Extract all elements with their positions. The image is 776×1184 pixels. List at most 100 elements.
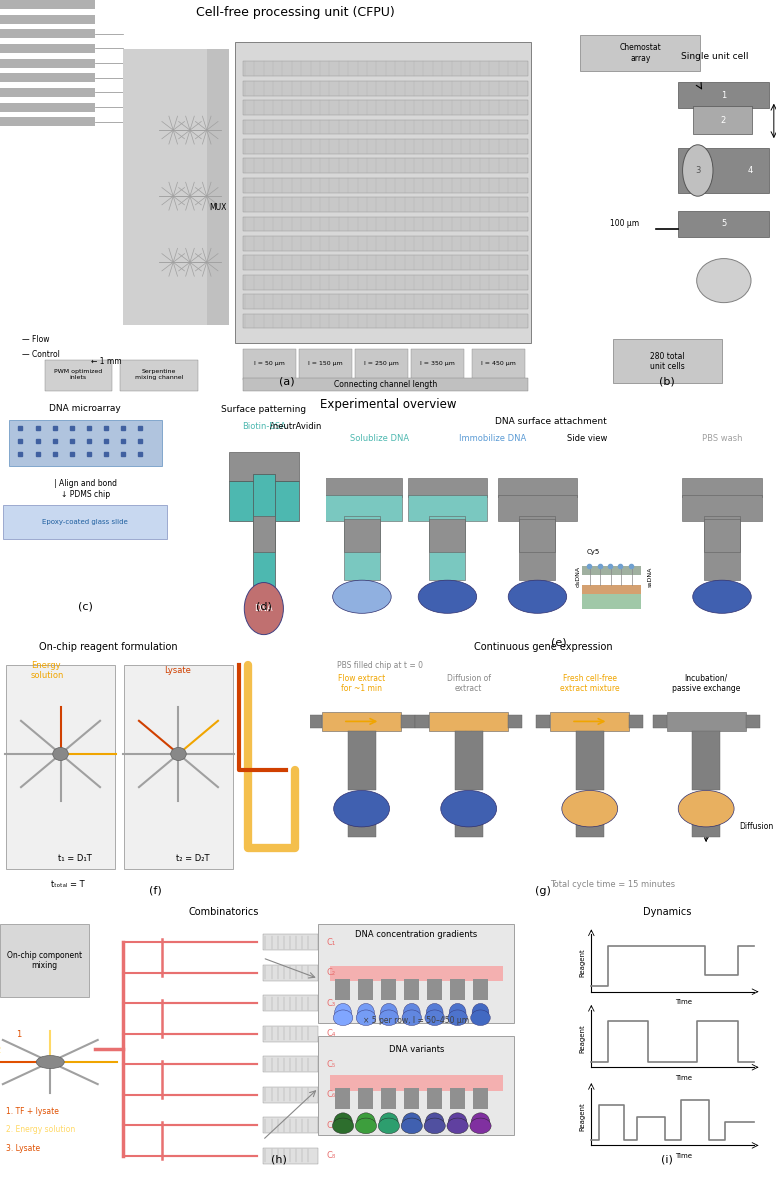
- FancyBboxPatch shape: [583, 585, 641, 594]
- Ellipse shape: [244, 583, 283, 635]
- FancyBboxPatch shape: [682, 495, 761, 521]
- Ellipse shape: [402, 1010, 421, 1025]
- Text: DNA surface attachment: DNA surface attachment: [495, 417, 607, 426]
- Text: Connecting channel length: Connecting channel length: [334, 380, 437, 390]
- Ellipse shape: [333, 580, 391, 613]
- Text: MUX: MUX: [210, 202, 227, 212]
- FancyBboxPatch shape: [0, 103, 95, 111]
- Text: Total cycle time = 15 minutes: Total cycle time = 15 minutes: [550, 880, 676, 889]
- Text: 1. TF + lysate: 1. TF + lysate: [5, 1107, 58, 1117]
- Text: Side view: Side view: [566, 433, 607, 443]
- FancyBboxPatch shape: [262, 1056, 318, 1072]
- Text: DNA: DNA: [255, 604, 273, 613]
- Text: (f): (f): [149, 886, 161, 896]
- Ellipse shape: [471, 1010, 490, 1025]
- Text: Flow extract
for ~1 min: Flow extract for ~1 min: [338, 674, 385, 694]
- Text: Incubation/
passive exchange: Incubation/ passive exchange: [672, 674, 740, 694]
- FancyBboxPatch shape: [401, 715, 415, 728]
- Text: (b): (b): [660, 377, 675, 387]
- FancyBboxPatch shape: [234, 43, 531, 343]
- FancyBboxPatch shape: [415, 715, 429, 728]
- Circle shape: [683, 144, 713, 197]
- Text: l = 150 μm: l = 150 μm: [308, 361, 343, 366]
- Ellipse shape: [697, 258, 751, 303]
- FancyBboxPatch shape: [692, 804, 720, 837]
- Text: Cell-free processing unit (CFPU): Cell-free processing unit (CFPU): [196, 6, 394, 19]
- Ellipse shape: [355, 1118, 376, 1134]
- Ellipse shape: [334, 1113, 352, 1131]
- Text: Solublize DNA: Solublize DNA: [351, 433, 410, 443]
- FancyBboxPatch shape: [381, 979, 396, 999]
- FancyBboxPatch shape: [0, 14, 95, 24]
- Text: l = 250 μm: l = 250 μm: [364, 361, 399, 366]
- Text: PWM optimized
inlets: PWM optimized inlets: [54, 368, 102, 380]
- Text: Reagent: Reagent: [580, 1102, 586, 1131]
- FancyBboxPatch shape: [629, 715, 643, 728]
- Text: (h): (h): [272, 1154, 287, 1165]
- Text: Cy5: Cy5: [587, 548, 601, 555]
- FancyBboxPatch shape: [243, 81, 528, 96]
- FancyBboxPatch shape: [348, 804, 376, 837]
- FancyBboxPatch shape: [450, 979, 465, 999]
- Text: Biotin-BSA: Biotin-BSA: [242, 422, 286, 431]
- Text: (g): (g): [535, 886, 551, 896]
- Text: C₄: C₄: [327, 1029, 336, 1038]
- FancyBboxPatch shape: [427, 1088, 442, 1109]
- FancyBboxPatch shape: [455, 731, 483, 791]
- FancyBboxPatch shape: [667, 713, 746, 731]
- Text: C₂: C₂: [327, 969, 336, 977]
- Text: PBS filled chip at t = 0: PBS filled chip at t = 0: [338, 661, 423, 670]
- Text: t₂ = D₂T: t₂ = D₂T: [175, 854, 210, 863]
- FancyBboxPatch shape: [694, 107, 752, 134]
- Text: C₆: C₆: [327, 1090, 336, 1099]
- FancyBboxPatch shape: [0, 88, 95, 97]
- Text: C₇: C₇: [327, 1121, 336, 1130]
- FancyBboxPatch shape: [9, 419, 162, 466]
- FancyBboxPatch shape: [429, 713, 508, 731]
- Ellipse shape: [334, 791, 390, 826]
- Text: DNA variants: DNA variants: [389, 1044, 444, 1054]
- FancyBboxPatch shape: [262, 1118, 318, 1133]
- Ellipse shape: [333, 1010, 353, 1025]
- Text: ssDNA: ssDNA: [647, 566, 653, 587]
- Text: Lysate: Lysate: [165, 667, 192, 675]
- Ellipse shape: [678, 791, 734, 826]
- Ellipse shape: [508, 580, 566, 613]
- Ellipse shape: [448, 1010, 467, 1025]
- FancyBboxPatch shape: [262, 965, 318, 980]
- FancyBboxPatch shape: [262, 934, 318, 950]
- Text: Chemostat
array: Chemostat array: [619, 44, 661, 63]
- FancyBboxPatch shape: [243, 139, 528, 154]
- Text: Continuous gene expression: Continuous gene expression: [474, 642, 612, 652]
- Text: 1: 1: [16, 1030, 21, 1038]
- FancyBboxPatch shape: [262, 1148, 318, 1164]
- FancyBboxPatch shape: [243, 314, 528, 328]
- FancyBboxPatch shape: [344, 519, 380, 552]
- FancyBboxPatch shape: [243, 198, 528, 212]
- Ellipse shape: [404, 1004, 420, 1022]
- Ellipse shape: [562, 791, 618, 826]
- Ellipse shape: [357, 1113, 375, 1131]
- FancyBboxPatch shape: [0, 30, 95, 38]
- FancyBboxPatch shape: [427, 979, 442, 999]
- Ellipse shape: [334, 1004, 352, 1022]
- FancyBboxPatch shape: [404, 979, 419, 999]
- Ellipse shape: [379, 1113, 398, 1131]
- Ellipse shape: [472, 1004, 489, 1022]
- Ellipse shape: [356, 1010, 376, 1025]
- FancyBboxPatch shape: [120, 360, 199, 391]
- FancyBboxPatch shape: [704, 519, 740, 552]
- FancyBboxPatch shape: [613, 340, 722, 384]
- FancyBboxPatch shape: [0, 44, 95, 53]
- Ellipse shape: [403, 1113, 421, 1131]
- Ellipse shape: [418, 580, 476, 613]
- Text: Fresh cell-free
extract mixture: Fresh cell-free extract mixture: [560, 674, 619, 694]
- FancyBboxPatch shape: [429, 519, 466, 552]
- FancyBboxPatch shape: [253, 474, 275, 592]
- FancyBboxPatch shape: [308, 715, 322, 728]
- FancyBboxPatch shape: [318, 924, 514, 1023]
- Circle shape: [53, 747, 68, 760]
- Text: On-chip component
mixing: On-chip component mixing: [7, 951, 82, 970]
- FancyBboxPatch shape: [508, 715, 522, 728]
- Ellipse shape: [425, 1113, 444, 1131]
